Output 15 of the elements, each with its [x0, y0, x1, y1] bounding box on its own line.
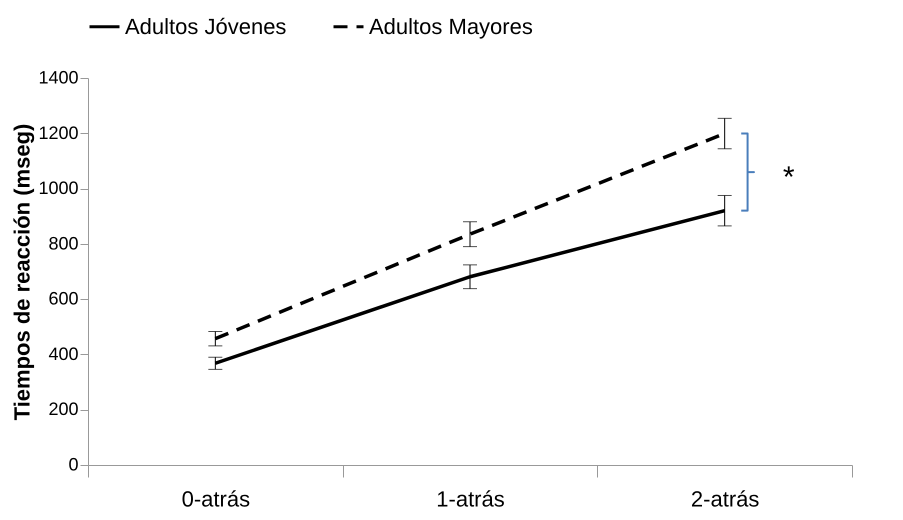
- y-axis-title: Tiempos de reacción (mseg): [9, 124, 34, 420]
- y-tick-label: 800: [48, 233, 78, 254]
- y-tick-label: 200: [48, 399, 78, 420]
- legend-label: Adultos Jóvenes: [125, 14, 286, 39]
- x-tick-label: 2-atrás: [690, 486, 760, 512]
- y-tick-label: 0: [68, 454, 78, 474]
- y-tick-label: 400: [48, 344, 78, 364]
- legend-label: Adultos Mayores: [369, 14, 533, 39]
- x-tick-label: 0-atrás: [182, 486, 250, 512]
- y-tick-label: 1200: [38, 122, 78, 143]
- x-tick-label: 1-atrás: [436, 486, 505, 512]
- annotation: *: [782, 161, 795, 194]
- y-tick-label: 600: [48, 288, 78, 309]
- y-tick-label: 1400: [38, 68, 78, 88]
- y-tick-label: 1000: [38, 178, 78, 198]
